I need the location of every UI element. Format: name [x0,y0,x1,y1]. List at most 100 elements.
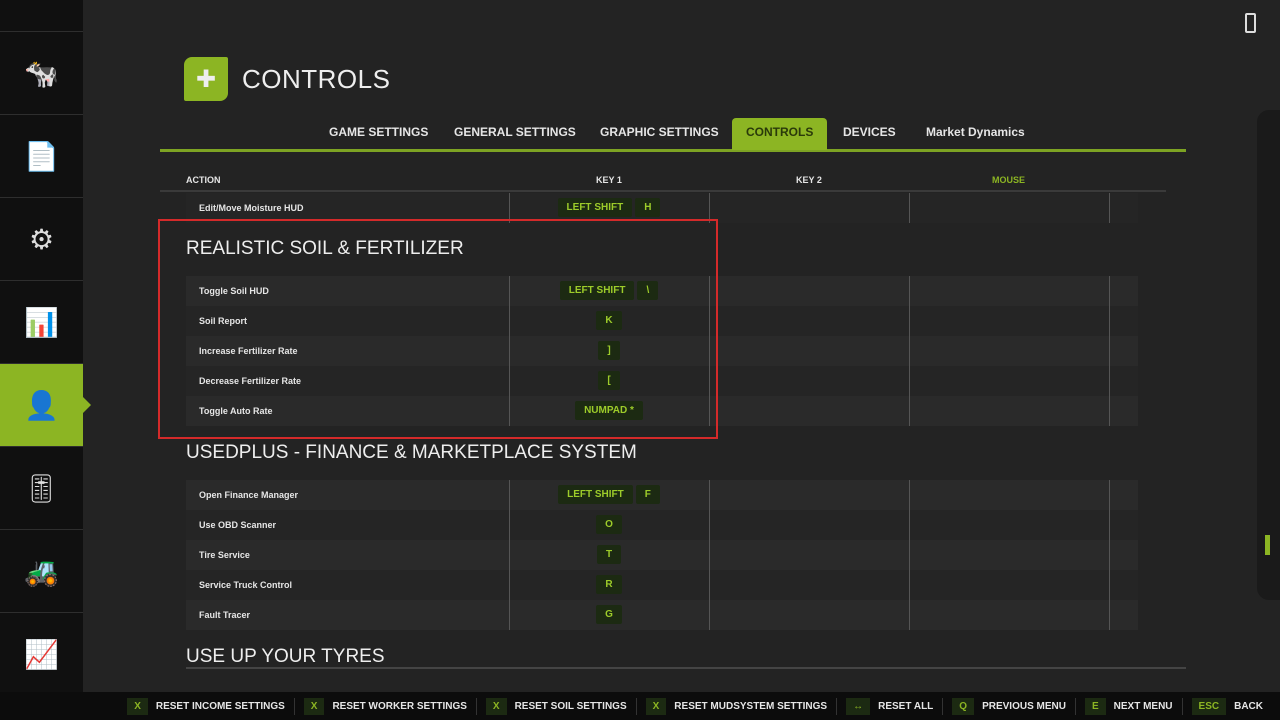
sidebar-item-sliders[interactable]: 🎚 [0,447,83,530]
table-row[interactable]: Open Finance Manager LEFT SHIFT F [186,480,1138,510]
player-settings-icon: 👤 [24,389,59,421]
button-label: RESET ALL [878,700,934,712]
controller-icon: ✚ [184,57,228,101]
key-badge[interactable]: O [596,515,622,534]
key-hint: ESC [1191,697,1227,715]
sidebar-item-chart[interactable]: 📈 [0,613,83,696]
button-label: RESET SOIL SETTINGS [514,700,627,712]
button-label: NEXT MENU [1113,700,1173,712]
section-title: REALISTIC SOIL & FERTILIZER [186,238,464,259]
key1-cell: G [509,605,709,624]
key-badge[interactable]: T [596,545,622,564]
action-label: Soil Report [199,316,248,326]
key-badge[interactable]: NUMPAD * [575,401,643,420]
sidebar-item-player-settings[interactable]: 👤 [0,364,91,447]
tab-market-dynamics[interactable]: Market Dynamics [926,125,1025,139]
sidebar-item-top[interactable] [0,0,83,32]
key-badge[interactable]: G [596,605,622,624]
key-badge[interactable]: F [635,485,660,504]
key1-cell: R [509,575,709,594]
action-label: Tire Service [199,550,250,560]
key-badge[interactable]: [ [598,371,620,390]
highlight-box [158,219,718,439]
key1-cell: [ [509,371,709,390]
table-row[interactable]: Decrease Fertilizer Rate [ [186,366,1138,396]
header-action: ACTION [186,175,221,185]
action-label: Edit/Move Moisture HUD [199,203,304,213]
section-title: USE UP YOUR TYRES [186,646,385,667]
scrollbar-thumb[interactable] [1265,535,1270,555]
key-badge[interactable]: \ [637,281,659,300]
table-row[interactable]: Service Truck Control R [186,570,1138,600]
bottom-button-reset-mudsystem-settings[interactable]: X RESET MUDSYSTEM SETTINGS [635,697,836,715]
key-badge[interactable]: LEFT SHIFT [559,281,635,300]
header-key1: KEY 1 [596,175,622,185]
bottom-button-back[interactable]: ESC BACK [1181,697,1272,715]
statistics-icon: 📊 [24,306,59,338]
bottom-button-previous-menu[interactable]: Q PREVIOUS MENU [942,697,1075,715]
table-row[interactable]: Edit/Move Moisture HUD LEFT SHIFT H [186,193,1138,223]
key-badge[interactable]: ] [598,341,620,360]
tab-devices[interactable]: DEVICES [843,125,896,139]
table-row[interactable]: Toggle Auto Rate NUMPAD * [186,396,1138,426]
key-badge[interactable]: R [596,575,622,594]
action-label: Decrease Fertilizer Rate [199,376,302,386]
sidebar-item-production[interactable]: ⚙ [0,198,83,281]
table-row[interactable]: Toggle Soil HUD LEFT SHIFT \ [186,276,1138,306]
bottom-button-next-menu[interactable]: E NEXT MENU [1074,697,1182,715]
divider [186,667,1186,669]
sidebar-item-statistics[interactable]: 📊 [0,281,83,364]
key-badge[interactable]: K [596,311,622,330]
action-label: Service Truck Control [199,580,293,590]
button-label: RESET INCOME SETTINGS [155,700,285,712]
key1-cell: LEFT SHIFT H [509,198,709,217]
action-label: Toggle Soil HUD [199,286,269,296]
tab-general-settings[interactable]: GENERAL SETTINGS [454,125,576,139]
bottom-button-reset-soil-settings[interactable]: X RESET SOIL SETTINGS [475,697,636,715]
action-label: Use OBD Scanner [199,520,277,530]
action-label: Fault Tracer [199,610,251,620]
contracts-icon: 📄 [24,140,59,172]
bottom-button-reset-income-settings[interactable]: X RESET INCOME SETTINGS [118,697,294,715]
excavator-icon: 🚜 [24,555,59,587]
key-hint: X [485,697,507,715]
key1-cell: O [509,515,709,534]
header-mouse: MOUSE [992,175,1026,185]
bottom-button-reset-all[interactable]: ↔ RESET ALL [836,697,942,715]
production-icon: ⚙ [28,223,55,255]
button-label: PREVIOUS MENU [982,700,1066,712]
bottom-button-reset-worker-settings[interactable]: X RESET WORKER SETTINGS [293,697,476,715]
key1-cell: K [509,311,709,330]
action-label: Toggle Auto Rate [199,406,273,416]
tab-controls[interactable]: CONTROLS [732,118,828,150]
tab-game-settings[interactable]: GAME SETTINGS [329,125,429,139]
table-row[interactable]: Soil Report K [186,306,1138,336]
header-key2: KEY 2 [796,175,822,185]
key1-cell: ] [509,341,709,360]
battery-icon [1245,13,1256,33]
scrollbar[interactable] [1257,110,1280,600]
button-label: RESET MUDSYSTEM SETTINGS [674,700,828,712]
key-badge[interactable]: H [635,198,661,217]
table-row[interactable]: Tire Service T [186,540,1138,570]
key1-cell: LEFT SHIFT \ [509,281,709,300]
key-badge[interactable]: LEFT SHIFT [558,485,633,504]
key1-cell: NUMPAD * [509,401,709,420]
page-title: CONTROLS [242,64,391,94]
table-row[interactable]: Increase Fertilizer Rate ] [186,336,1138,366]
tab-graphic-settings[interactable]: GRAPHIC SETTINGS [600,125,719,139]
key-hint: X [303,697,325,715]
table-row[interactable]: Use OBD Scanner O [186,510,1138,540]
sidebar: 🐄 📄 ⚙ 📊 👤 🎚 🚜 📈 [0,0,91,696]
sidebar-item-excavator[interactable]: 🚜 [0,530,83,613]
key-hint: X [127,697,148,715]
action-label: Increase Fertilizer Rate [199,346,298,356]
key-hint: ↔ [846,697,871,715]
sidebar-item-cow[interactable]: 🐄 [0,32,83,115]
key-badge[interactable]: LEFT SHIFT [557,198,633,217]
table-header: ACTION KEY 1 KEY 2 MOUSE [160,172,1166,192]
button-label: BACK [1234,700,1263,712]
sidebar-item-contracts[interactable]: 📄 [0,115,83,198]
table-row[interactable]: Fault Tracer G [186,600,1138,630]
section-title: USEDPLUS - FINANCE & MARKETPLACE SYSTEM [186,442,637,463]
